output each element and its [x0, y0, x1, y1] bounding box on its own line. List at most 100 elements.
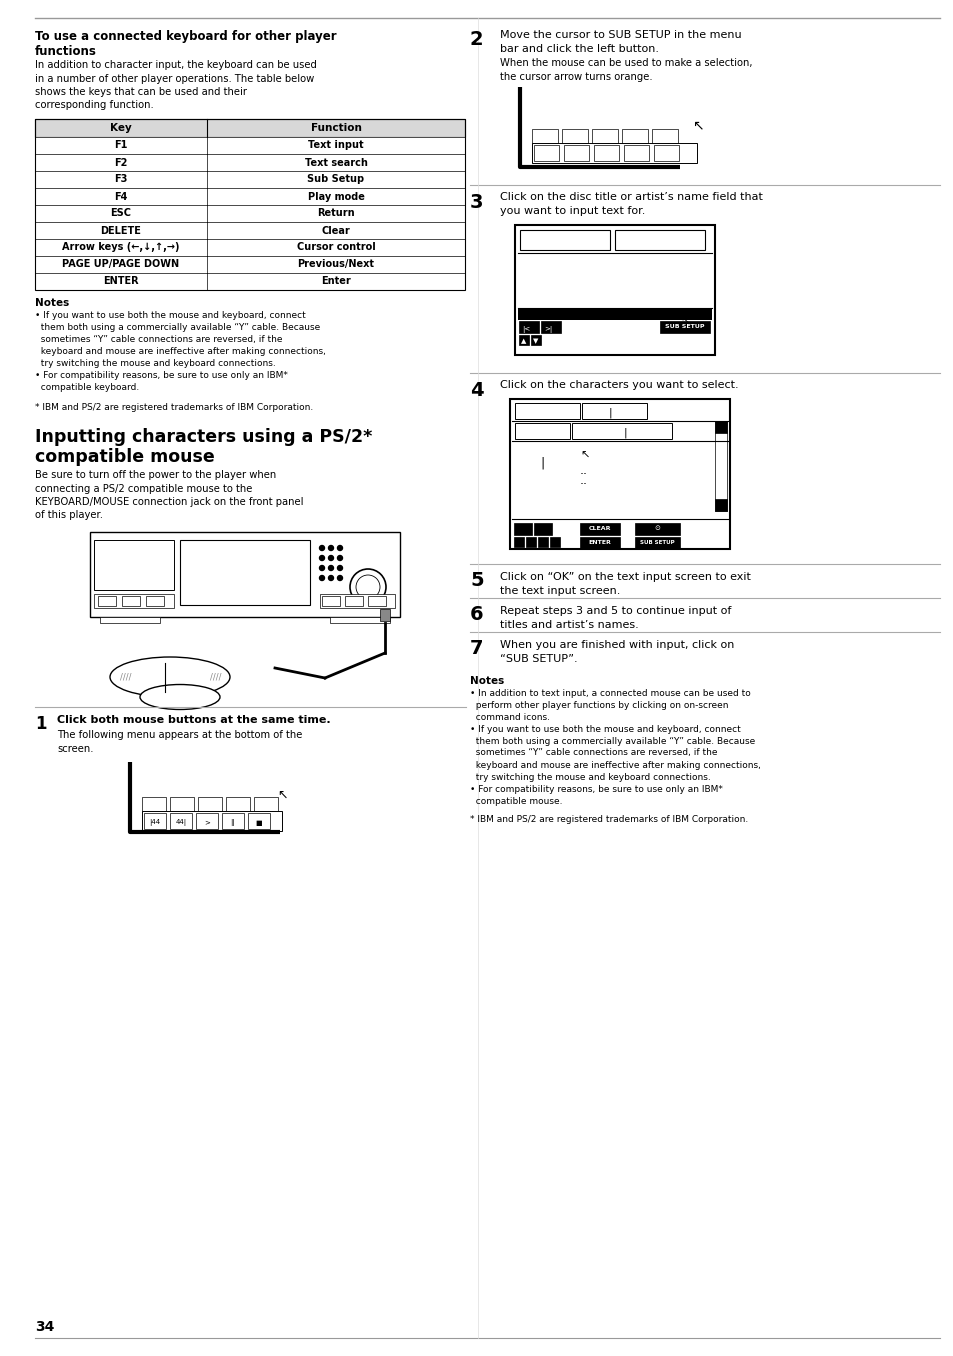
Bar	[35, 205, 464, 222]
Text: DELETE: DELETE	[100, 225, 141, 236]
Bar	[518, 320, 538, 332]
Text: 44|: 44|	[175, 819, 187, 826]
Bar	[518, 335, 529, 344]
Bar	[540, 320, 560, 332]
Bar	[531, 335, 540, 344]
Bar	[100, 617, 160, 622]
Bar	[563, 145, 588, 160]
Bar	[35, 137, 464, 155]
Text: ↖: ↖	[691, 118, 703, 133]
Bar	[659, 320, 709, 332]
Text: Sub Setup: Sub Setup	[307, 175, 364, 184]
Bar	[517, 255, 711, 305]
Text: them both using a commercially available “Y” cable. Because: them both using a commercially available…	[35, 323, 320, 332]
Text: you want to input text for.: you want to input text for.	[499, 206, 644, 217]
Bar	[35, 119, 464, 290]
Text: ENTER: ENTER	[103, 277, 139, 286]
Text: 3: 3	[470, 193, 483, 212]
Text: In addition to character input, the keyboard can be used: In addition to character input, the keyb…	[35, 60, 316, 71]
Text: SUB SETUP: SUB SETUP	[639, 540, 674, 545]
Text: F2: F2	[114, 157, 128, 168]
Text: • For compatibility reasons, be sure to use only an IBM*: • For compatibility reasons, be sure to …	[470, 785, 722, 793]
Circle shape	[328, 545, 334, 551]
Text: KEYBOARD/MOUSE connection jack on the front panel: KEYBOARD/MOUSE connection jack on the fr…	[35, 498, 303, 507]
Bar	[519, 229, 609, 250]
Bar	[379, 609, 390, 621]
Bar	[592, 129, 618, 142]
Bar	[319, 594, 395, 607]
Bar	[146, 597, 164, 606]
Circle shape	[328, 575, 334, 580]
Text: try switching the mouse and keyboard connections.: try switching the mouse and keyboard con…	[35, 359, 275, 367]
Text: When you are finished with input, click on: When you are finished with input, click …	[499, 640, 734, 650]
Bar	[621, 129, 647, 142]
Text: compatible keyboard.: compatible keyboard.	[35, 382, 139, 392]
Text: Move the cursor to SUB SETUP in the menu: Move the cursor to SUB SETUP in the menu	[499, 30, 740, 39]
Bar	[510, 399, 729, 548]
Text: corresponding function.: corresponding function.	[35, 100, 153, 110]
Text: the text input screen.: the text input screen.	[499, 586, 619, 595]
Bar	[195, 812, 218, 829]
Bar	[35, 222, 464, 239]
Bar	[514, 522, 532, 534]
Bar	[534, 145, 558, 160]
Text: |: |	[608, 407, 611, 418]
Bar	[35, 188, 464, 205]
Bar	[35, 119, 464, 137]
Circle shape	[319, 545, 324, 551]
Bar	[142, 811, 282, 830]
Text: bar and click the left button.: bar and click the left button.	[499, 43, 659, 54]
Text: SUB SETUP: SUB SETUP	[664, 324, 704, 330]
Text: ⊙: ⊙	[654, 526, 659, 532]
Text: |: |	[539, 457, 543, 469]
Text: • If you want to use both the mouse and keyboard, connect: • If you want to use both the mouse and …	[470, 724, 740, 734]
Bar	[90, 532, 399, 617]
Text: the cursor arrow turns orange.: the cursor arrow turns orange.	[499, 72, 652, 81]
Bar	[180, 540, 310, 605]
Text: 4: 4	[470, 381, 483, 400]
Text: shows the keys that can be used and their: shows the keys that can be used and thei…	[35, 87, 247, 98]
Text: connecting a PS/2 compatible mouse to the: connecting a PS/2 compatible mouse to th…	[35, 484, 253, 494]
Bar	[651, 129, 678, 142]
Text: “SUB SETUP”.: “SUB SETUP”.	[499, 654, 577, 663]
Bar	[550, 537, 559, 546]
Bar	[35, 171, 464, 188]
Bar	[635, 537, 679, 548]
Text: try switching the mouse and keyboard connections.: try switching the mouse and keyboard con…	[470, 773, 710, 781]
Bar	[714, 420, 726, 510]
Text: titles and artist’s names.: titles and artist’s names.	[499, 620, 639, 629]
Text: ▲: ▲	[520, 339, 526, 344]
Text: * IBM and PS/2 are registered trademarks of IBM Corporation.: * IBM and PS/2 are registered trademarks…	[35, 403, 313, 412]
Text: >: >	[204, 819, 210, 826]
Text: 6: 6	[470, 606, 483, 625]
Text: >|: >|	[543, 325, 552, 334]
Circle shape	[337, 565, 342, 571]
Text: ■: ■	[255, 819, 262, 826]
Text: When the mouse can be used to make a selection,: When the mouse can be used to make a sel…	[499, 58, 752, 68]
Text: Click on the characters you want to select.: Click on the characters you want to sele…	[499, 381, 738, 391]
Bar	[623, 145, 648, 160]
Bar	[248, 812, 270, 829]
Bar	[170, 812, 192, 829]
Bar	[534, 522, 552, 534]
Text: The following menu appears at the bottom of the: The following menu appears at the bottom…	[57, 730, 302, 740]
Text: command icons.: command icons.	[470, 712, 550, 721]
Bar	[525, 537, 536, 546]
Circle shape	[319, 575, 324, 580]
Text: sometimes “Y” cable connections are reversed, if the: sometimes “Y” cable connections are reve…	[35, 335, 282, 344]
Text: * IBM and PS/2 are registered trademarks of IBM Corporation.: * IBM and PS/2 are registered trademarks…	[470, 815, 747, 823]
Bar	[94, 594, 173, 607]
Circle shape	[337, 545, 342, 551]
Text: Notes: Notes	[35, 298, 70, 308]
Bar	[714, 420, 726, 433]
Bar	[142, 796, 166, 811]
Text: |: |	[622, 427, 626, 438]
Text: F4: F4	[114, 191, 128, 202]
Bar	[594, 145, 618, 160]
Text: 1: 1	[35, 715, 47, 734]
Text: ↖: ↖	[579, 450, 589, 461]
Bar	[515, 423, 569, 438]
Text: Key: Key	[110, 123, 132, 133]
Ellipse shape	[140, 685, 220, 709]
Text: Arrow keys (←,↓,↑,→): Arrow keys (←,↓,↑,→)	[62, 243, 179, 252]
